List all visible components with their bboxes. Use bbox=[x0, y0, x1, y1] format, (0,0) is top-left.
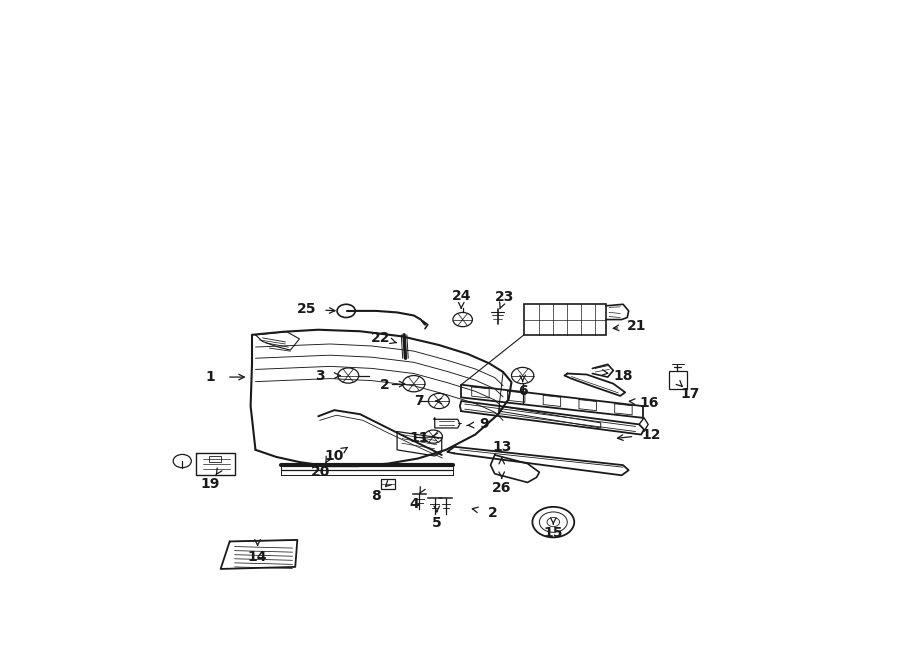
Text: 19: 19 bbox=[201, 477, 220, 491]
Text: 9: 9 bbox=[479, 417, 489, 432]
Text: 26: 26 bbox=[492, 481, 511, 494]
Text: 7: 7 bbox=[415, 394, 424, 408]
Text: 15: 15 bbox=[544, 526, 563, 540]
Text: 16: 16 bbox=[640, 395, 660, 410]
Text: 5: 5 bbox=[432, 516, 442, 530]
Text: 21: 21 bbox=[627, 319, 647, 333]
Text: 13: 13 bbox=[492, 440, 511, 454]
Text: 22: 22 bbox=[372, 331, 391, 345]
Text: 8: 8 bbox=[372, 488, 381, 502]
Text: 2: 2 bbox=[380, 377, 390, 392]
Text: 2: 2 bbox=[488, 506, 498, 520]
Text: 6: 6 bbox=[518, 384, 527, 398]
Text: 25: 25 bbox=[297, 302, 316, 317]
Text: 12: 12 bbox=[641, 428, 661, 442]
Text: 11: 11 bbox=[410, 431, 429, 445]
Text: 18: 18 bbox=[613, 369, 633, 383]
Text: 24: 24 bbox=[452, 289, 471, 303]
Text: 20: 20 bbox=[310, 465, 330, 479]
Text: 3: 3 bbox=[316, 369, 325, 383]
Text: 10: 10 bbox=[325, 449, 344, 463]
Text: 4: 4 bbox=[409, 497, 419, 512]
Text: 14: 14 bbox=[248, 550, 267, 564]
Text: 23: 23 bbox=[495, 290, 514, 304]
Text: 17: 17 bbox=[680, 387, 699, 401]
Text: 1: 1 bbox=[205, 370, 215, 384]
